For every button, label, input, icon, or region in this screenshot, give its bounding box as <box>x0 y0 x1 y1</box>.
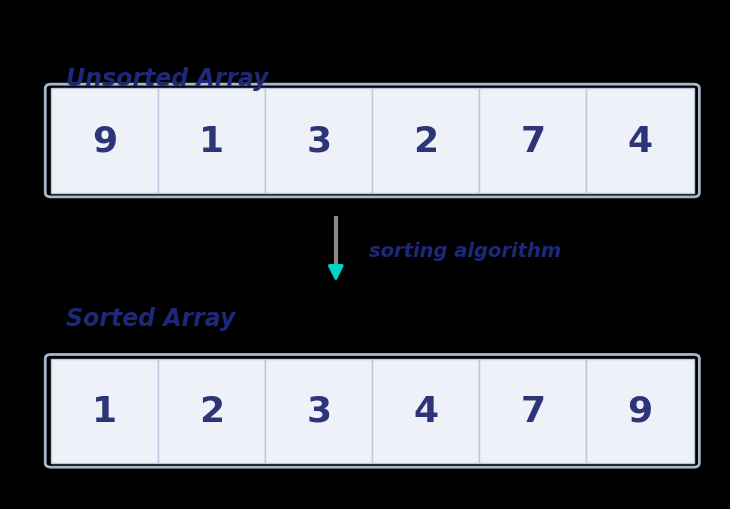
Text: 2: 2 <box>413 124 439 158</box>
Bar <box>265 89 372 193</box>
Bar <box>265 359 372 463</box>
Text: 7: 7 <box>520 394 545 428</box>
Bar <box>51 89 158 193</box>
Text: 9: 9 <box>92 124 118 158</box>
Text: sorting algorithm: sorting algorithm <box>369 241 561 261</box>
Bar <box>158 89 265 193</box>
Text: Unsorted Array: Unsorted Array <box>66 67 268 91</box>
Text: 9: 9 <box>627 394 653 428</box>
Text: 4: 4 <box>413 394 439 428</box>
Bar <box>158 359 265 463</box>
Text: 1: 1 <box>199 124 224 158</box>
Bar <box>372 359 480 463</box>
Bar <box>586 359 694 463</box>
Bar <box>372 89 480 193</box>
Text: 4: 4 <box>627 124 653 158</box>
Bar <box>51 359 158 463</box>
Text: 3: 3 <box>306 394 331 428</box>
Text: 7: 7 <box>520 124 545 158</box>
Text: 3: 3 <box>306 124 331 158</box>
Text: 1: 1 <box>92 394 118 428</box>
Text: 2: 2 <box>199 394 224 428</box>
Text: Sorted Array: Sorted Array <box>66 306 235 330</box>
Bar <box>480 89 586 193</box>
Bar <box>586 89 694 193</box>
Bar <box>480 359 586 463</box>
